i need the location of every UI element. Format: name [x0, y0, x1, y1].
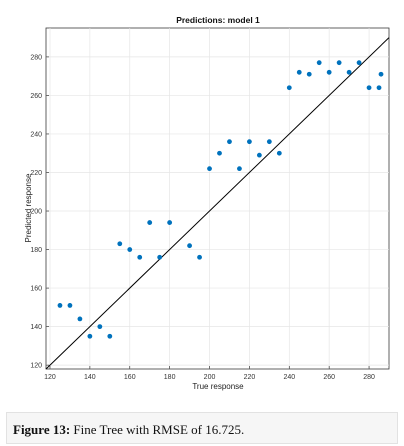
- data-point: [336, 60, 342, 66]
- reference-line: [45, 37, 390, 370]
- data-point: [376, 85, 382, 91]
- y-axis-label: Predicted response: [24, 173, 33, 242]
- caption-text: Figure 13: Fine Tree with RMSE of 16.725…: [13, 422, 244, 438]
- data-point: [147, 220, 153, 225]
- x-tick-label: 120: [44, 374, 56, 381]
- caption-label: Figure 13:: [13, 422, 71, 437]
- x-tick-label: 200: [204, 374, 216, 381]
- x-tick-label: 160: [124, 374, 136, 381]
- data-point: [378, 71, 384, 77]
- y-tick-label: 160: [30, 286, 42, 293]
- data-point: [117, 241, 123, 247]
- data-point: [207, 166, 212, 172]
- axis-ticks: 120 140 160 180 200 220 240 260 280 120 140 160 180 2…: [30, 54, 375, 381]
- data-point: [107, 333, 113, 339]
- y-tick-label: 260: [30, 93, 42, 100]
- chart-title: Predictions: model 1: [176, 15, 260, 25]
- data-point: [316, 60, 322, 66]
- x-tick-label: 180: [164, 374, 176, 381]
- data-point: [266, 139, 272, 145]
- y-tick-label: 240: [30, 131, 42, 138]
- x-tick-label: 240: [283, 374, 295, 381]
- data-point: [97, 324, 103, 330]
- data-point: [137, 254, 143, 260]
- data-point: [237, 166, 242, 172]
- data-point: [227, 139, 232, 145]
- data-point: [127, 247, 133, 252]
- data-point: [67, 303, 73, 308]
- data-point: [356, 60, 362, 66]
- data-point: [157, 254, 163, 260]
- y-tick-label: 220: [30, 170, 42, 177]
- y-tick-label: 140: [30, 324, 42, 331]
- data-point: [286, 85, 292, 91]
- data-point: [87, 333, 93, 339]
- y-tick-label: 280: [30, 54, 42, 61]
- data-point: [247, 139, 252, 145]
- plot-area: [45, 27, 390, 370]
- data-point: [296, 69, 302, 75]
- data-point: [167, 220, 173, 225]
- data-point: [326, 69, 332, 75]
- caption-body: Fine Tree with RMSE of 16.725.: [70, 422, 245, 437]
- x-tick-label: 140: [84, 374, 96, 381]
- data-point: [187, 243, 192, 249]
- y-tick-label: 200: [30, 209, 42, 216]
- x-tick-label: 260: [323, 374, 335, 381]
- x-tick-label: 280: [363, 374, 375, 381]
- data-point: [366, 85, 372, 91]
- data-point: [306, 71, 312, 77]
- data-point: [77, 316, 83, 322]
- x-axis-label: True response: [192, 382, 244, 391]
- data-point: [57, 303, 63, 308]
- grid: [46, 28, 389, 369]
- data-point: [346, 69, 352, 75]
- y-tick-label: 180: [30, 247, 42, 254]
- scatter-chart: Predictions: model 1 120 140 160 180 200 220 2…: [24, 15, 390, 391]
- data-point: [256, 152, 262, 158]
- data-point: [197, 254, 202, 260]
- figure-caption: Figure 13: Fine Tree with RMSE of 16.725…: [6, 412, 398, 444]
- data-point: [276, 150, 282, 156]
- x-tick-label: 220: [244, 374, 256, 381]
- data-points: [57, 60, 384, 339]
- data-point: [217, 150, 222, 156]
- y-tick-label: 120: [30, 363, 42, 370]
